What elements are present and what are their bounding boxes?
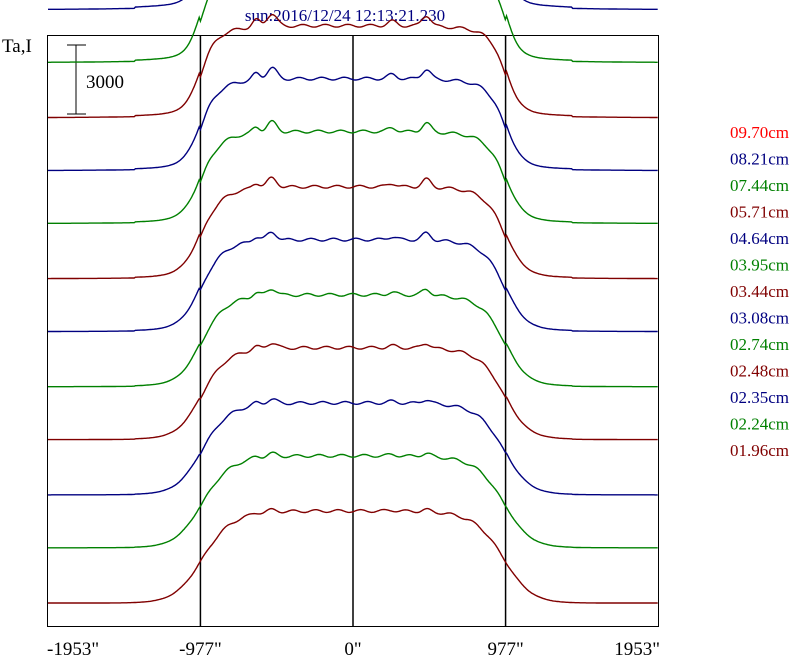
series-group (48, 0, 658, 604)
series-line (48, 13, 658, 119)
legend: 09.70cm 08.21cm 07.44cm 05.71cm 04.64cm 03.95… (730, 123, 789, 460)
legend-entry: 02.24cm (730, 415, 789, 434)
series-line (48, 0, 658, 10)
series-line (48, 66, 658, 172)
series-line (48, 288, 658, 388)
series-line (48, 231, 658, 333)
x-tick-label: 1953" (614, 639, 660, 660)
series-line (48, 398, 658, 496)
legend-entry: 03.44cm (730, 282, 789, 301)
legend-entry: 07.44cm (730, 176, 789, 195)
scale-bar-label: 3000 (86, 72, 124, 93)
legend-entry: 04.64cm (730, 229, 789, 248)
series-line (48, 343, 658, 441)
vertical-markers (199, 36, 507, 626)
x-tick-label: -977" (179, 639, 222, 660)
legend-entry: 02.48cm (730, 362, 789, 381)
legend-entry: 05.71cm (730, 203, 789, 222)
plot-frame (47, 35, 659, 627)
legend-entry: 02.35cm (730, 388, 789, 407)
series-line (48, 119, 658, 224)
series-line (48, 0, 658, 63)
legend-entry: 03.08cm (730, 309, 789, 328)
legend-entry: 03.95cm (730, 256, 789, 275)
series-line (48, 507, 658, 604)
legend-entry: 02.74cm (730, 335, 789, 354)
x-tick-labels: -1953" -977" 0" 977" 1953" (47, 639, 660, 660)
y-axis-label: Ta,I (2, 36, 32, 57)
series-line (48, 451, 658, 549)
series-line (48, 176, 658, 280)
legend-entry: 01.96cm (730, 441, 789, 460)
x-tick-label: 0" (344, 639, 361, 660)
legend-entry: 08.21cm (730, 150, 789, 169)
x-tick-label: -1953" (47, 639, 99, 660)
scale-bar: 3000 (67, 44, 124, 115)
legend-entry: 09.70cm (730, 123, 789, 142)
x-tick-label: 977" (487, 639, 523, 660)
